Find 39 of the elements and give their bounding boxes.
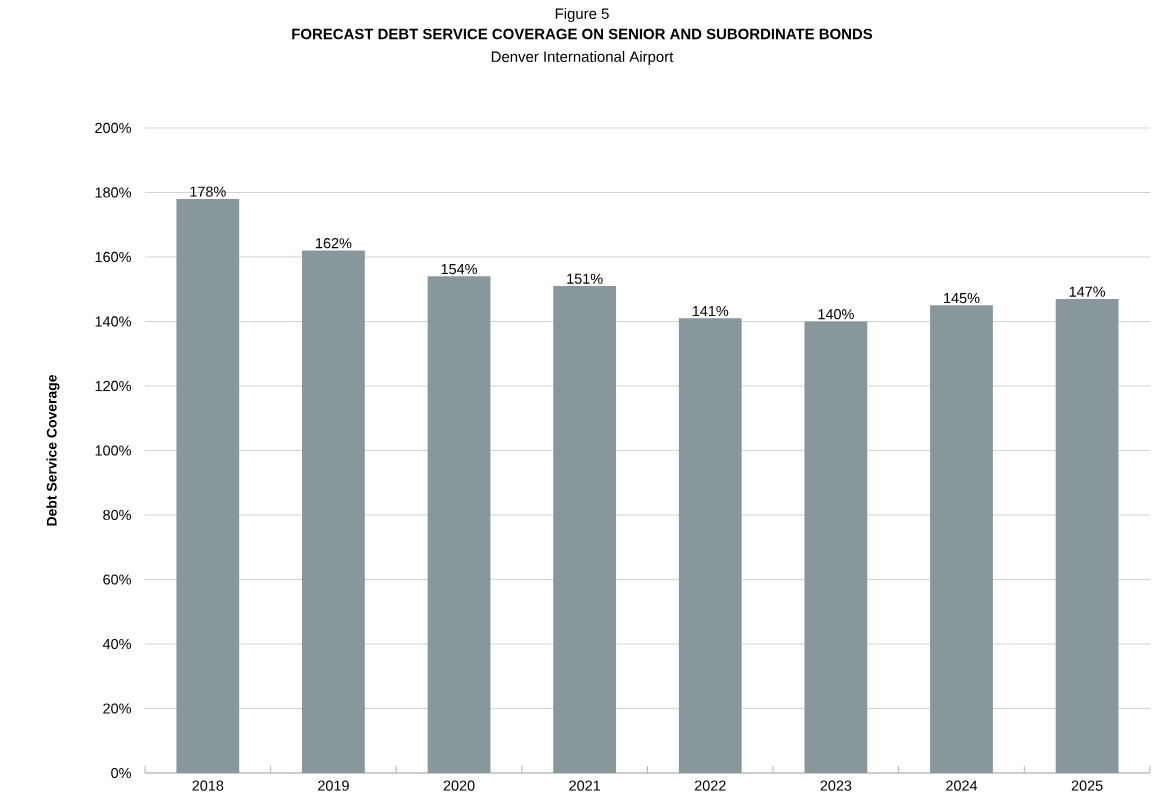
data-label: 151%: [567, 273, 603, 284]
bar: [1055, 298, 1119, 773]
x-tick-label: 2021: [569, 780, 600, 791]
y-tick-label: 100%: [95, 445, 131, 456]
y-tick-label: 0%: [111, 767, 131, 779]
bar: [678, 318, 742, 773]
bar: [427, 276, 491, 773]
x-tick-label: 2022: [694, 780, 726, 791]
x-tick-label: 2020: [443, 780, 475, 791]
y-tick-label: 140%: [95, 316, 131, 327]
y-tick-label: 180%: [95, 187, 131, 198]
bar: [804, 321, 868, 773]
x-tick-label: 2024: [946, 780, 978, 791]
x-tick-label: 2025: [1071, 780, 1103, 791]
y-tick-label: 200%: [95, 122, 131, 134]
y-tick-label: 40%: [102, 638, 131, 650]
data-label: 162%: [316, 238, 352, 249]
bar: [302, 250, 365, 773]
chart-subtitle: FORECAST DEBT SERVICE COVERAGE ON SENIOR AND SUBORDINATE BONDS: [292, 28, 873, 40]
y-tick-label: 120%: [95, 380, 131, 392]
data-label: 147%: [1069, 286, 1106, 297]
x-tick-label: 2018: [192, 780, 224, 791]
text: Denver International Airport: [491, 51, 674, 65]
data-label: 154%: [441, 263, 477, 275]
data-label: 178%: [190, 186, 226, 197]
y-tick-label: 160%: [95, 251, 131, 263]
data-label: 140%: [818, 309, 854, 320]
y-tick-label: 20%: [103, 703, 131, 714]
x-tick-label: 2019: [318, 780, 349, 791]
bar: [930, 305, 993, 773]
bar: [176, 198, 240, 773]
y-tick-label: 80%: [103, 509, 131, 521]
bar: [553, 286, 617, 773]
y-tick-label: 60%: [103, 574, 131, 585]
x-tick-label: 2023: [820, 780, 852, 791]
y-axis-title: Debt Service Coverage: [46, 375, 60, 526]
data-label: 141%: [692, 305, 729, 317]
data-label: 145%: [944, 293, 980, 304]
chart-title: Figure 5: [555, 8, 609, 22]
